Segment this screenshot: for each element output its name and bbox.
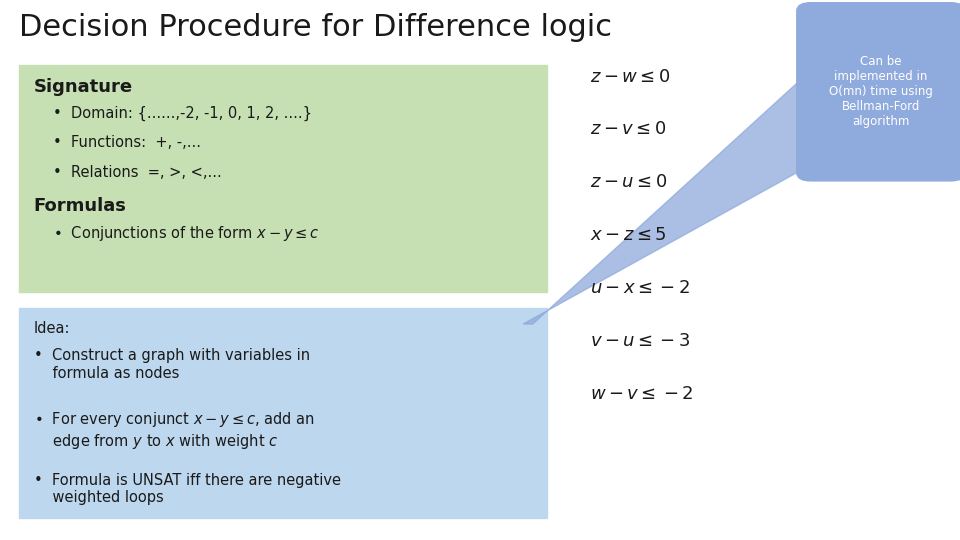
Text: Can be
implemented in
O(mn) time using
Bellman-Ford
algorithm: Can be implemented in O(mn) time using B… <box>828 55 933 129</box>
Text: •  Conjunctions of the form $x - y \leq c$: • Conjunctions of the form $x - y \leq c… <box>53 224 320 243</box>
Text: •  Functions:  +, -,...: • Functions: +, -,... <box>53 135 201 150</box>
Text: Decision Procedure for Difference logic: Decision Procedure for Difference logic <box>19 14 612 43</box>
Text: •  Domain: {......,-2, -1, 0, 1, 2, ....}: • Domain: {......,-2, -1, 0, 1, 2, ....} <box>53 105 312 120</box>
Text: Formulas: Formulas <box>34 197 127 215</box>
Text: •  For every conjunct $x - y \leq c$, add an
    edge from $y$ to $x$ with weigh: • For every conjunct $x - y \leq c$, add… <box>34 410 315 451</box>
Text: $z - u \leq 0$: $z - u \leq 0$ <box>590 173 667 191</box>
FancyBboxPatch shape <box>19 308 547 518</box>
Text: $w - v \leq -2$: $w - v \leq -2$ <box>590 385 694 403</box>
FancyBboxPatch shape <box>19 65 547 292</box>
Text: •  Construct a graph with variables in
    formula as nodes: • Construct a graph with variables in fo… <box>34 348 310 381</box>
Text: $u - x \leq -2$: $u - x \leq -2$ <box>590 279 690 297</box>
FancyBboxPatch shape <box>797 3 960 181</box>
Text: $v - u \leq -3$: $v - u \leq -3$ <box>590 332 691 350</box>
Text: Signature: Signature <box>34 78 132 96</box>
Polygon shape <box>523 70 811 324</box>
Text: •  Relations  =, >, <,...: • Relations =, >, <,... <box>53 165 222 180</box>
Text: •  Formula is UNSAT iff there are negative
    weighted loops: • Formula is UNSAT iff there are negativ… <box>34 472 341 505</box>
Text: Idea:: Idea: <box>34 321 70 336</box>
Text: $z - w \leq 0$: $z - w \leq 0$ <box>590 68 671 85</box>
Text: $z - v \leq 0$: $z - v \leq 0$ <box>590 120 667 138</box>
Text: $x - z \leq 5$: $x - z \leq 5$ <box>590 226 667 244</box>
